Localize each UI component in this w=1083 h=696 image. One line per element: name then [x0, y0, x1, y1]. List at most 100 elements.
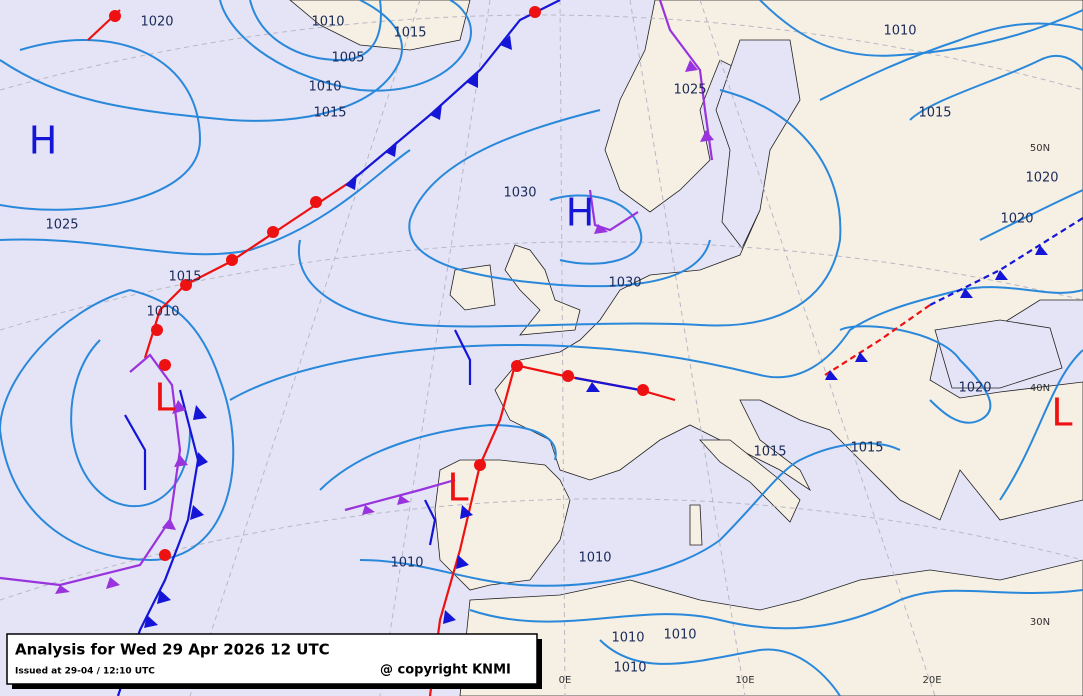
isobar-label: 1005 [331, 51, 364, 66]
graticule-line [0, 241, 1083, 331]
pressure-center: H [29, 119, 58, 163]
isobar-label: 1015 [753, 445, 786, 460]
graticule-line [559, 0, 566, 696]
grid-label: 40N [1030, 383, 1050, 394]
isobar [979, 189, 1083, 241]
front-symbol [159, 359, 171, 371]
isobar [319, 423, 557, 491]
isobar-label: 1030 [503, 186, 536, 201]
isobar [297, 89, 842, 328]
front-symbol [443, 610, 456, 624]
front-symbol [267, 226, 279, 238]
isobar [839, 325, 992, 424]
front-symbol [685, 60, 698, 72]
cold-front [929, 217, 1083, 306]
iberia [434, 459, 571, 591]
isobar-label: 1020 [1025, 171, 1058, 186]
front-symbol [397, 495, 410, 505]
front-symbol [594, 224, 608, 234]
front-symbol [511, 360, 523, 372]
front-symbol [995, 270, 1008, 280]
front-symbol [960, 288, 973, 298]
isobar-label: 1020 [1000, 212, 1033, 227]
baltic-sea [715, 39, 801, 249]
front-symbol [855, 352, 868, 362]
isobar [0, 149, 411, 256]
front-symbol [190, 505, 204, 520]
front-symbol [106, 577, 120, 589]
front-symbol [55, 585, 70, 594]
black-sea [934, 319, 1063, 389]
isobar [469, 589, 1083, 630]
pressure-center: H [566, 191, 595, 235]
isobar-label: 1010 [390, 556, 423, 571]
occluded-front [658, 0, 714, 161]
occluded-front [344, 478, 456, 512]
trough [424, 499, 437, 546]
isobar [0, 289, 235, 562]
isobar-label: 1025 [673, 83, 706, 98]
graticule-line [0, 498, 1083, 601]
isobar [999, 349, 1083, 501]
pressure-center: L [1051, 391, 1072, 435]
isobar [359, 442, 901, 587]
cold-front-symbols [144, 35, 1048, 628]
graticule-line [629, 0, 746, 696]
front-symbol [637, 384, 649, 396]
pressure-center: L [447, 466, 468, 510]
isobar [759, 0, 1083, 57]
isobar-label: 1025 [45, 218, 78, 233]
front-symbol [345, 174, 357, 190]
graticule-line [0, 14, 1083, 91]
trough [454, 329, 472, 385]
isobar-label: 1010 [611, 631, 644, 646]
issued-time: Issued at 29-04 / 12:10 UTC [15, 667, 155, 677]
front-symbol [1035, 245, 1048, 255]
front-symbol [586, 382, 600, 392]
front-symbol [562, 370, 574, 382]
isobar-label: 1010 [613, 661, 646, 676]
great-britain [504, 244, 581, 336]
front-symbol [157, 590, 171, 604]
warm-front-symbols [109, 6, 649, 561]
labels: H H L L L 1020 1010 1005 1015 1010 1015 1010 1025 101… [29, 15, 1073, 687]
occluded-front [588, 189, 639, 232]
front-symbol [174, 455, 188, 467]
isobar-label: 1015 [850, 441, 883, 456]
isobar [0, 0, 403, 122]
front-symbol [159, 549, 171, 561]
sardinia [689, 504, 703, 546]
isobar-label: 1010 [146, 305, 179, 320]
isobar-label: 1010 [311, 15, 344, 30]
front-symbol [109, 10, 121, 22]
isobar [408, 109, 711, 288]
italy [699, 439, 801, 523]
trough [124, 414, 147, 490]
grid-label: 20E [922, 675, 941, 686]
isobar [70, 339, 191, 508]
isobar-label: 1010 [308, 80, 341, 95]
front-symbol [362, 505, 375, 515]
isobar-label: 1030 [608, 276, 641, 291]
front-symbol [180, 279, 192, 291]
front-symbol [460, 505, 473, 519]
isobar-label: 1020 [140, 15, 173, 30]
front-symbol [385, 141, 397, 157]
front-symbol [466, 72, 478, 88]
warm-front [143, 181, 351, 359]
isobar-label: 1010 [663, 628, 696, 643]
front-symbol [825, 370, 838, 380]
isobar [549, 194, 643, 265]
front-symbol [500, 35, 512, 50]
front-symbol [196, 452, 208, 468]
cold-front [574, 376, 641, 392]
occluded-front [0, 353, 182, 587]
front-symbol [151, 324, 163, 336]
occluded-front-symbols [55, 60, 714, 594]
front-symbol [226, 254, 238, 266]
front-symbol [193, 405, 207, 420]
front-symbol [529, 6, 541, 18]
